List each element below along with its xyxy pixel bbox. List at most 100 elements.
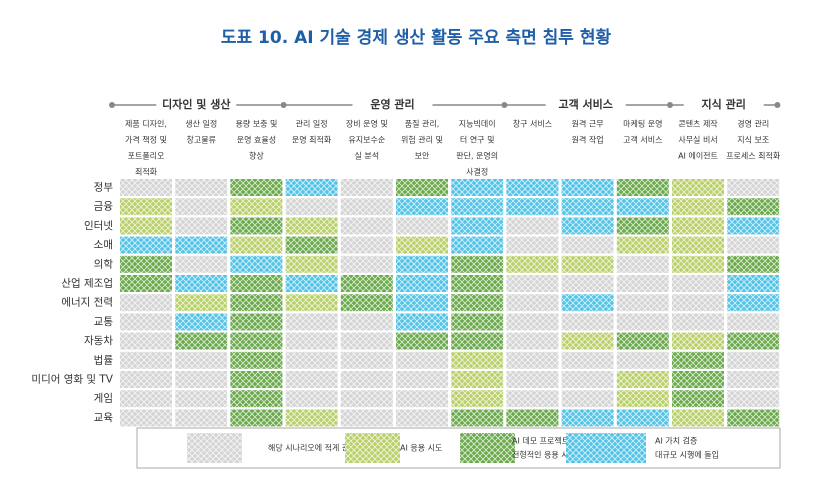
cell <box>175 332 228 350</box>
cell <box>396 409 448 427</box>
column-header: 프로세스 최적화 <box>726 151 781 161</box>
cell <box>120 371 172 388</box>
cell <box>561 351 614 369</box>
cell <box>451 179 504 196</box>
row-label: 에너지 전력 <box>61 297 113 309</box>
group-label: 지식 관리 <box>702 97 746 111</box>
column-header: 보안 <box>415 151 430 161</box>
cell <box>672 275 724 292</box>
cell <box>727 294 780 312</box>
cell <box>230 198 283 216</box>
cell <box>120 198 172 216</box>
group-label-bg <box>683 97 764 113</box>
cell <box>340 294 393 312</box>
cell <box>616 390 669 408</box>
column-header: 운영 효율성 <box>237 135 276 145</box>
cell <box>120 294 172 312</box>
cell <box>672 198 724 216</box>
cell <box>616 332 669 350</box>
group-dot <box>501 102 508 108</box>
cell <box>727 332 780 350</box>
cell <box>616 179 669 196</box>
column-header: 터 연구 및 <box>460 135 495 145</box>
group-dot <box>667 102 673 108</box>
legend-swatch <box>566 433 646 463</box>
group-label-bg <box>352 97 433 113</box>
group-dot <box>280 102 287 108</box>
cell <box>396 275 448 292</box>
cell <box>561 179 614 196</box>
cell <box>727 217 780 235</box>
cell <box>672 294 724 312</box>
column-header: 창구 서비스 <box>513 120 552 129</box>
cell <box>672 351 724 369</box>
cell <box>340 275 393 292</box>
cell <box>175 313 228 331</box>
row-label: 금융 <box>94 201 114 213</box>
cell <box>175 217 228 235</box>
cell <box>396 179 448 196</box>
cell <box>230 179 283 196</box>
cell <box>672 332 724 350</box>
cell <box>230 313 283 331</box>
cell <box>396 198 448 216</box>
column-header: 최적화 <box>135 167 158 177</box>
column-header: 지식 보조 <box>737 136 769 145</box>
cell <box>561 371 614 388</box>
cell <box>230 255 283 273</box>
cell <box>561 409 614 427</box>
legend-swatch <box>460 433 515 463</box>
cell <box>120 255 172 273</box>
column-header: 판단, 운영의 <box>456 151 498 161</box>
column-header: 생산 일정 <box>185 119 217 129</box>
cell <box>230 409 283 427</box>
cell <box>672 255 724 273</box>
cell <box>340 351 393 369</box>
cell <box>727 390 780 408</box>
row-label: 정부 <box>94 182 114 194</box>
legend-label: AI 데모 프로젝트 증가 <box>512 436 587 446</box>
column-header: 경영 관리 <box>737 119 769 129</box>
cell <box>451 371 504 388</box>
cell <box>616 409 669 427</box>
cell <box>340 390 393 408</box>
cell <box>616 255 669 273</box>
cell <box>672 236 724 254</box>
cell <box>340 236 393 254</box>
cell <box>727 236 780 254</box>
column-header: 가격 책정 및 <box>125 135 167 145</box>
cell <box>285 255 338 273</box>
cell <box>396 236 448 254</box>
cell <box>340 179 393 196</box>
cell <box>506 275 559 292</box>
cell <box>396 332 448 350</box>
cell <box>340 371 393 388</box>
cell <box>230 332 283 350</box>
column-header: 원격 작업 <box>572 135 604 145</box>
cell <box>727 255 780 273</box>
cell <box>396 255 448 273</box>
cell <box>230 351 283 369</box>
cell <box>396 371 448 388</box>
cell <box>230 275 283 292</box>
cell <box>727 371 780 388</box>
cell <box>451 236 504 254</box>
cell <box>230 217 283 235</box>
cell <box>175 275 228 292</box>
cell <box>451 255 504 273</box>
cell <box>120 351 172 369</box>
legend-label: AI 가치 검증 <box>655 436 697 446</box>
cell <box>285 236 338 254</box>
row-label: 인터넷 <box>84 220 113 232</box>
cell <box>672 179 724 196</box>
group-label: 디자인 및 생산 <box>162 97 230 111</box>
cell <box>561 275 614 292</box>
cell <box>120 217 172 235</box>
cell <box>285 217 338 235</box>
column-header: 지능빅데이 <box>459 119 496 129</box>
cell <box>175 236 228 254</box>
column-header: 원격 근무 <box>572 119 604 129</box>
cell <box>340 313 393 331</box>
cell <box>120 390 172 408</box>
